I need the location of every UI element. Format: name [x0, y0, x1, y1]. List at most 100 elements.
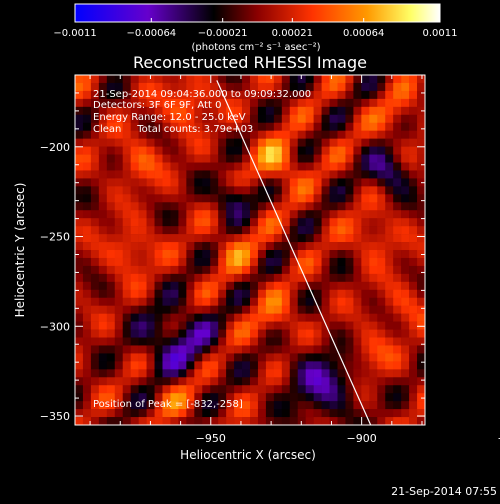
heatmap-cell [194, 98, 203, 108]
heatmap-cell [82, 329, 92, 338]
heatmap-cell [321, 162, 330, 171]
heatmap-cell [345, 210, 354, 219]
heatmap-cell [321, 146, 330, 155]
heatmap-cell [122, 162, 131, 171]
heatmap-cell [257, 361, 267, 370]
heatmap-cell [417, 234, 425, 243]
heatmap-cell [273, 353, 283, 362]
heatmap-cell [289, 210, 299, 219]
heatmap-cell [162, 385, 171, 394]
heatmap-cell [106, 369, 116, 378]
heatmap-cell [281, 361, 291, 370]
heatmap-cell [210, 417, 219, 425]
heatmap-cell [130, 321, 139, 330]
heatmap-cell [250, 170, 259, 179]
heatmap-cell [353, 321, 362, 330]
heatmap-cell [154, 345, 163, 354]
heatmap-cell [130, 417, 139, 425]
heatmap-cell [297, 178, 306, 187]
heatmap-cell [194, 313, 203, 322]
heatmap-cell [242, 393, 251, 402]
heatmap-cell [369, 417, 378, 425]
heatmap-cell [297, 393, 306, 402]
heatmap-cell [186, 98, 195, 108]
heatmap-cell [369, 114, 378, 124]
heatmap-cell [114, 82, 124, 92]
heatmap-cell [353, 234, 362, 243]
heatmap-cell [226, 321, 235, 330]
heatmap-cell [162, 90, 171, 100]
heatmap-cell [242, 154, 251, 163]
heatmap-cell [401, 305, 410, 314]
heatmap-cell [321, 194, 330, 203]
heatmap-cell [417, 361, 425, 370]
heatmap-cell [114, 106, 124, 116]
heatmap-cell [186, 82, 195, 92]
heatmap-cell [361, 345, 370, 354]
heatmap-cell [234, 202, 243, 211]
heatmap-cell [146, 218, 155, 227]
heatmap-cell [170, 329, 179, 338]
heatmap-cell [353, 281, 362, 291]
heatmap-cell [210, 202, 219, 211]
heatmap-cell [329, 210, 338, 219]
heatmap-cell [273, 138, 283, 147]
heatmap-cell [273, 210, 283, 219]
heatmap-cell [329, 90, 338, 100]
heatmap-cell [98, 417, 108, 425]
heatmap-cell [82, 75, 92, 84]
heatmap-cell [130, 114, 139, 124]
heatmap-cell [114, 226, 124, 235]
heatmap-cell [257, 289, 267, 299]
heatmap-cell [106, 377, 116, 386]
heatmap-cell [106, 297, 116, 306]
heatmap-cell [186, 361, 195, 370]
heatmap-cell [234, 385, 243, 394]
heatmap-cell [82, 321, 92, 330]
heatmap-cell [281, 114, 291, 124]
heatmap-cell [242, 90, 251, 100]
heatmap-cell [385, 321, 394, 330]
heatmap-cell [393, 75, 402, 84]
heatmap-cell [337, 385, 346, 394]
heatmap-cell [130, 250, 139, 259]
heatmap-cell [345, 106, 354, 116]
heatmap-cell [401, 98, 410, 108]
heatmap-cell [178, 226, 187, 235]
heatmap-cell [273, 98, 283, 108]
heatmap-cell [250, 162, 259, 171]
heatmap-cell [401, 250, 410, 259]
heatmap-cell [242, 250, 251, 259]
heatmap-cell [170, 417, 179, 425]
heatmap-cell [281, 234, 291, 243]
heatmap-cell [250, 353, 259, 362]
heatmap-cell [242, 226, 251, 235]
colorbar-tick-label: 0.0011 [423, 28, 458, 39]
heatmap-cell [202, 170, 211, 179]
heatmap-cell [393, 218, 402, 227]
heatmap-cell [377, 210, 386, 219]
heatmap-cell [146, 202, 155, 211]
annotation-energy-range: Energy Range: 12.0 - 25.0 keV [93, 112, 246, 123]
heatmap-cell [154, 377, 163, 386]
heatmap-cell [146, 82, 155, 92]
heatmap-cell [257, 297, 267, 306]
heatmap-cell [170, 218, 179, 227]
heatmap-cell [202, 337, 211, 346]
heatmap-cell [369, 250, 378, 259]
heatmap-cell [98, 353, 108, 362]
heatmap-cell [409, 417, 418, 425]
heatmap-cell [186, 417, 195, 425]
heatmap-cell [194, 146, 203, 155]
heatmap-cell [250, 297, 259, 306]
heatmap-cell [281, 186, 291, 195]
heatmap-cell [297, 401, 306, 410]
heatmap-cell [257, 75, 267, 84]
heatmap-cell [345, 281, 354, 291]
heatmap-cell [305, 313, 314, 322]
heatmap-cell [234, 329, 243, 338]
heatmap-cell [242, 337, 251, 346]
heatmap-cell [162, 178, 171, 187]
heatmap-cell [337, 226, 346, 235]
heatmap-cell [257, 305, 267, 314]
